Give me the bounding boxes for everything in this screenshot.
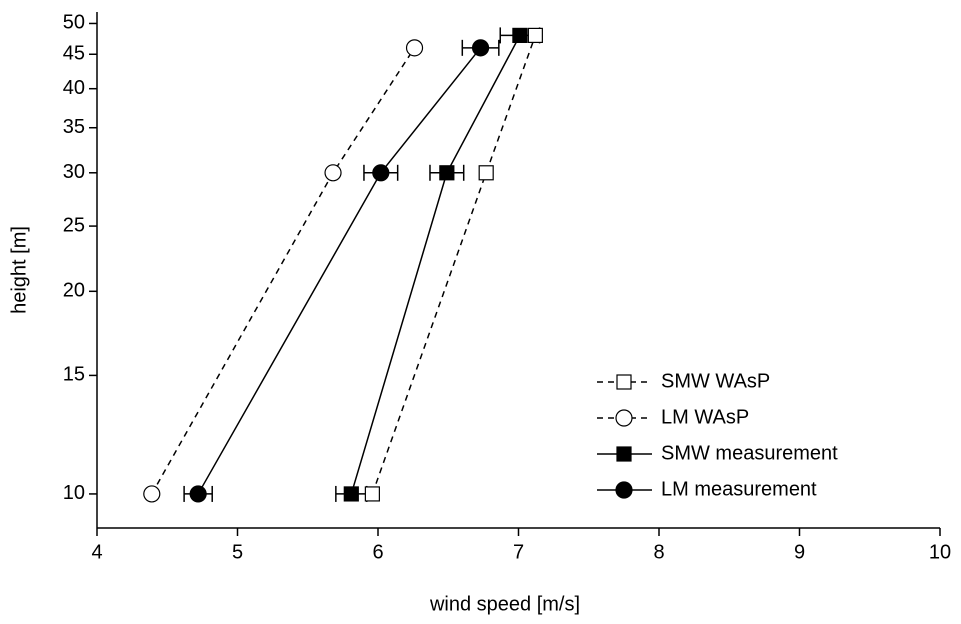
x-tick-label: 7 <box>513 541 524 563</box>
data-point <box>189 485 207 503</box>
legend-marker <box>615 409 633 427</box>
y-tick-label: 45 <box>63 43 85 65</box>
y-tick-label: 25 <box>63 214 85 236</box>
legend-label: SMW measurement <box>661 442 838 464</box>
y-tick-label: 30 <box>63 161 85 183</box>
data-point <box>405 39 424 57</box>
data-point <box>364 486 380 502</box>
profile-line <box>197 47 482 495</box>
profile-line <box>151 47 416 495</box>
legend-label: LM measurement <box>661 478 817 500</box>
legend-label: SMW WAsP <box>661 370 770 392</box>
x-tick-label: 8 <box>653 541 664 563</box>
x-axis-label: wind speed [m/s] <box>429 593 580 615</box>
data-point <box>439 165 455 181</box>
x-tick-label: 6 <box>372 541 383 563</box>
legend-marker <box>615 481 633 499</box>
data-point <box>512 27 528 43</box>
data-point <box>324 164 342 182</box>
y-tick-label: 20 <box>63 280 85 302</box>
data-point <box>143 485 161 503</box>
x-tick-label: 9 <box>794 541 805 563</box>
legend-marker <box>616 446 632 462</box>
x-tick-label: 4 <box>91 541 102 563</box>
data-point <box>527 27 543 43</box>
data-point <box>372 164 390 182</box>
data-point <box>478 165 494 181</box>
legend-marker <box>616 374 632 390</box>
profile-line <box>371 35 537 495</box>
y-axis-label: height [m] <box>8 226 30 314</box>
y-tick-label: 10 <box>63 482 85 504</box>
y-tick-label: 15 <box>63 364 85 386</box>
y-tick-label: 40 <box>63 77 85 99</box>
y-tick-label: 35 <box>63 116 85 138</box>
data-point <box>343 486 359 502</box>
y-tick-label: 50 <box>63 12 85 34</box>
x-tick-label: 5 <box>232 541 243 563</box>
data-point <box>471 39 490 57</box>
x-tick-label: 10 <box>929 541 951 563</box>
legend-label: LM WAsP <box>661 406 749 428</box>
